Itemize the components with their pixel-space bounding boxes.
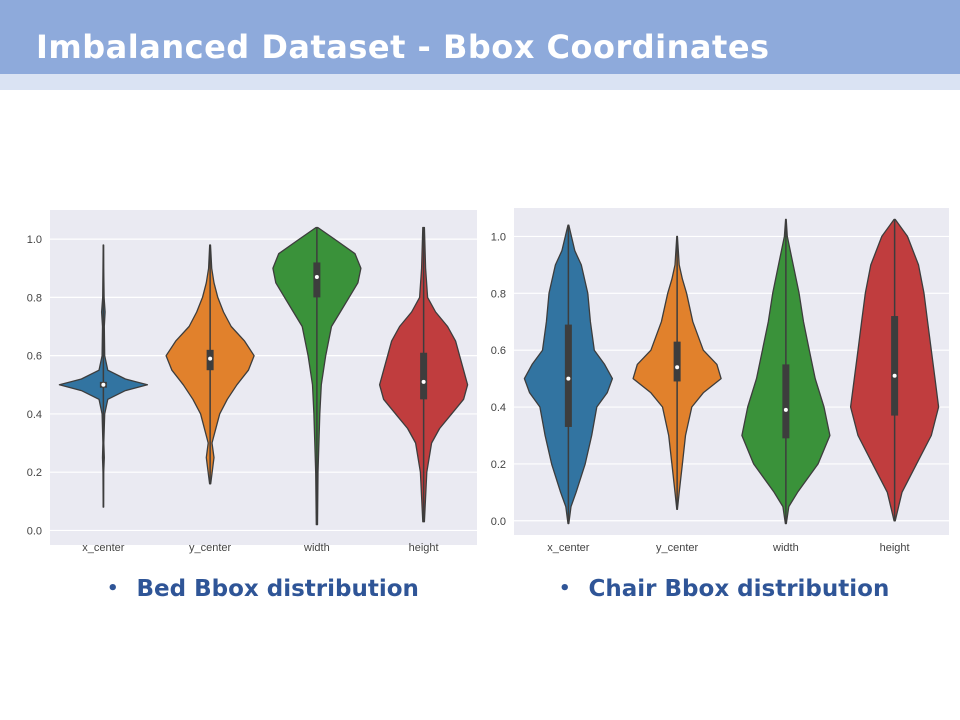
median-dot-width: [783, 407, 788, 412]
median-dot-x_center: [566, 376, 571, 381]
y-tick-label: 1.0: [27, 234, 42, 246]
title-bar: [0, 0, 960, 74]
chair-violin-chart: 0.0 0.2 0.4 0.6 0.8 1.0 x_center y_center width h…: [491, 208, 949, 554]
y-tick-label: 0.6: [27, 351, 42, 363]
y-tick-label: 0.0: [27, 525, 42, 537]
x-tick-label: y_center: [656, 542, 699, 554]
median-dot-x_center: [101, 382, 106, 387]
bed-violin-chart: 0.0 0.2 0.4 0.6 0.8 1.0 x_center y_center width h…: [27, 210, 477, 554]
caption-bed: • Bed Bbox distribution: [107, 576, 419, 602]
x-tick-label: width: [303, 542, 330, 554]
iqr-box-x_center: [564, 324, 572, 427]
bullet-icon: •: [559, 578, 571, 599]
median-dot-width: [314, 275, 319, 279]
median-dot-height: [421, 379, 426, 384]
y-tick-label: 1.0: [491, 231, 506, 243]
y-tick-label: 0.2: [491, 459, 506, 471]
median-dot-height: [892, 373, 897, 378]
iqr-box-height: [891, 316, 899, 416]
y-tick-label: 0.8: [491, 288, 506, 300]
iqr-box-width: [782, 364, 790, 439]
iqr-box-width: [313, 262, 321, 298]
x-tick-label: height: [409, 542, 439, 554]
caption-chair-text: Chair Bbox distribution: [588, 576, 890, 602]
x-tick-label: width: [772, 542, 799, 554]
median-dot-y_center: [675, 365, 680, 370]
iqr-box-height: [420, 352, 428, 400]
y-tick-label: 0.6: [491, 345, 506, 357]
caption-chair: • Chair Bbox distribution: [559, 576, 889, 602]
caption-bed-text: Bed Bbox distribution: [136, 576, 419, 602]
y-tick-label: 0.0: [491, 516, 506, 528]
slide-title: Imbalanced Dataset - Bbox Coordinates: [36, 28, 770, 66]
iqr-box-y_center: [673, 341, 681, 382]
x-tick-label: height: [880, 542, 910, 554]
x-tick-label: y_center: [189, 542, 232, 554]
x-tick-label: x_center: [547, 542, 590, 554]
x-tick-label: x_center: [82, 542, 125, 554]
median-dot-y_center: [208, 356, 213, 361]
y-tick-label: 0.8: [27, 292, 42, 304]
y-tick-label: 0.2: [27, 467, 42, 479]
y-tick-label: 0.4: [491, 402, 506, 414]
bullet-icon: •: [107, 578, 119, 599]
y-tick-label: 0.4: [27, 409, 42, 421]
title-underline-strip: [0, 74, 960, 90]
